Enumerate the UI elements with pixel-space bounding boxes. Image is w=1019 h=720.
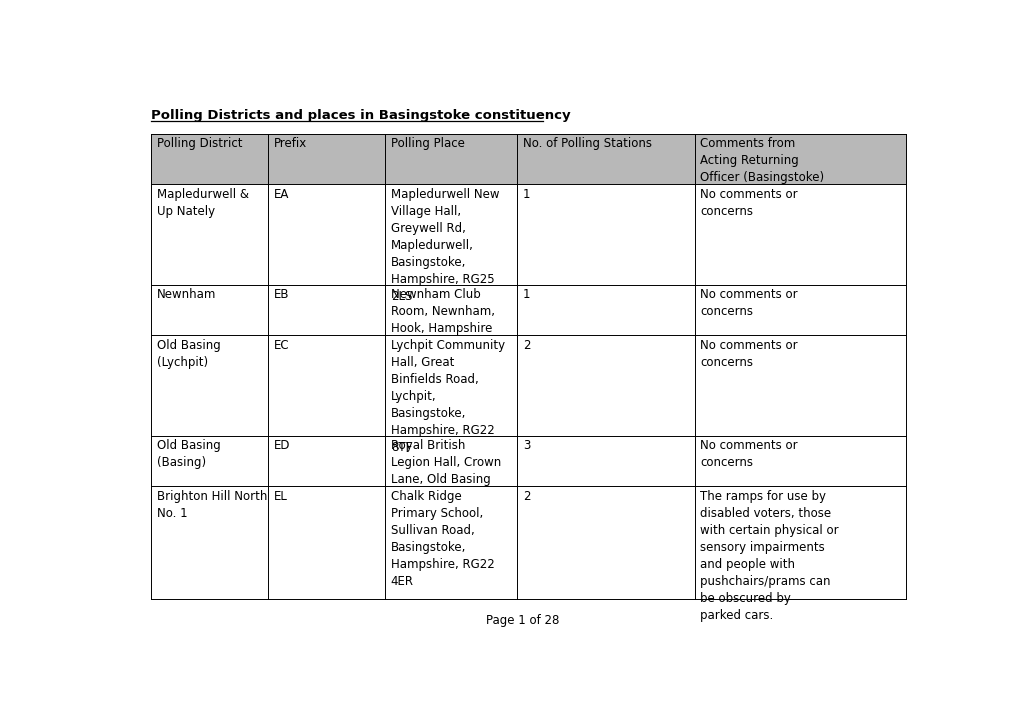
Text: 2: 2 — [523, 490, 530, 503]
Text: Mapledurwell &
Up Nately: Mapledurwell & Up Nately — [157, 188, 249, 217]
Text: No comments or
concerns: No comments or concerns — [700, 439, 797, 469]
Text: 3: 3 — [523, 439, 530, 452]
Text: EC: EC — [273, 338, 289, 351]
Text: 1: 1 — [523, 289, 530, 302]
Text: No comments or
concerns: No comments or concerns — [700, 289, 797, 318]
Text: Brighton Hill North
No. 1: Brighton Hill North No. 1 — [157, 490, 267, 520]
Text: Polling District: Polling District — [157, 138, 242, 150]
Text: Lychpit Community
Hall, Great
Binfields Road,
Lychpit,
Basingstoke,
Hampshire, R: Lychpit Community Hall, Great Binfields … — [390, 338, 504, 454]
Text: 1: 1 — [523, 188, 530, 201]
Text: Mapledurwell New
Village Hall,
Greywell Rd,
Mapledurwell,
Basingstoke,
Hampshire: Mapledurwell New Village Hall, Greywell … — [390, 188, 498, 302]
Text: EL: EL — [273, 490, 287, 503]
Text: Newnham: Newnham — [157, 289, 216, 302]
Text: Polling Districts and places in Basingstoke constituency: Polling Districts and places in Basingst… — [151, 109, 571, 122]
Text: 2: 2 — [523, 338, 530, 351]
Text: ED: ED — [273, 439, 290, 452]
Bar — [151, 133, 905, 184]
Text: Page 1 of 28: Page 1 of 28 — [486, 614, 558, 627]
Text: EA: EA — [273, 188, 288, 201]
Text: Old Basing
(Lychpit): Old Basing (Lychpit) — [157, 338, 220, 369]
Text: No comments or
concerns: No comments or concerns — [700, 188, 797, 217]
Text: Chalk Ridge
Primary School,
Sullivan Road,
Basingstoke,
Hampshire, RG22
4ER: Chalk Ridge Primary School, Sullivan Roa… — [390, 490, 494, 588]
Text: Prefix: Prefix — [273, 138, 307, 150]
Text: Royal British
Legion Hall, Crown
Lane, Old Basing: Royal British Legion Hall, Crown Lane, O… — [390, 439, 500, 487]
Text: Newnham Club
Room, Newnham,
Hook, Hampshire: Newnham Club Room, Newnham, Hook, Hampsh… — [390, 289, 494, 336]
Text: Polling Place: Polling Place — [390, 138, 465, 150]
Text: EB: EB — [273, 289, 289, 302]
Text: Old Basing
(Basing): Old Basing (Basing) — [157, 439, 220, 469]
Text: No comments or
concerns: No comments or concerns — [700, 338, 797, 369]
Text: No. of Polling Stations: No. of Polling Stations — [523, 138, 651, 150]
Text: The ramps for use by
disabled voters, those
with certain physical or
sensory imp: The ramps for use by disabled voters, th… — [700, 490, 838, 621]
Text: Comments from
Acting Returning
Officer (Basingstoke): Comments from Acting Returning Officer (… — [700, 138, 823, 184]
